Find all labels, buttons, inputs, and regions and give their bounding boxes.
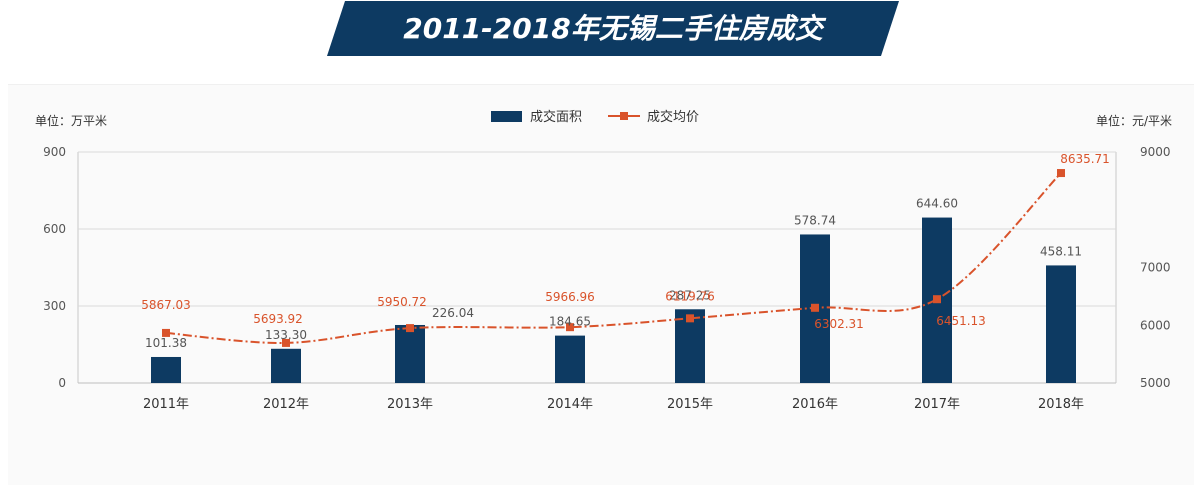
x-tick-label: 2018年 (1038, 397, 1084, 412)
bar-value-label: 458.11 (1040, 244, 1082, 258)
x-tick-label: 2011年 (143, 397, 189, 412)
page-title: 2011-2018年无锡二手住房成交 (403, 12, 823, 45)
x-tick-label: 2014年 (547, 397, 593, 412)
bar (271, 348, 301, 383)
price-value-label: 6302.31 (814, 317, 864, 331)
y-right-tick-label: 7000 (1140, 261, 1171, 275)
y-left-tick-label: 0 (58, 376, 66, 390)
x-tick-label: 2012年 (263, 397, 309, 412)
y-right-tick-label: 9000 (1140, 145, 1171, 159)
bar (1046, 265, 1076, 383)
price-point (1057, 169, 1065, 178)
price-value-label: 8635.71 (1060, 152, 1110, 166)
y-left-tick-label: 600 (43, 222, 66, 236)
legend-line-marker (620, 112, 628, 120)
price-point (282, 338, 290, 347)
price-value-label: 5693.92 (253, 312, 303, 326)
y-left-unit-label: 单位：万平米 (35, 113, 107, 128)
bar (395, 324, 425, 383)
x-tick-label: 2017年 (914, 397, 960, 412)
price-point (811, 303, 819, 312)
price-value-label: 5867.03 (141, 298, 191, 312)
y-right-tick-label: 5000 (1140, 376, 1171, 390)
y-right-tick-label: 6000 (1140, 318, 1171, 332)
legend-label-price: 成交均价 (647, 109, 699, 125)
bar-value-label: 644.60 (916, 197, 958, 211)
bar-value-label: 184.65 (549, 315, 591, 329)
price-point (162, 328, 170, 337)
bar-value-label: 101.38 (145, 336, 187, 350)
price-value-label: 5966.96 (545, 290, 595, 304)
legend-bar-swatch (491, 111, 522, 122)
y-right-unit-label: 单位：元/平米 (1096, 113, 1172, 128)
legend-label-area: 成交面积 (530, 109, 582, 125)
price-value-label: 6451.13 (936, 314, 986, 328)
price-line (165, 172, 1062, 344)
bar-value-label: 287.25 (669, 288, 711, 302)
bar-value-label: 133.30 (265, 328, 307, 342)
y-left-tick-label: 300 (43, 299, 66, 313)
bar-value-label: 226.04 (432, 306, 474, 320)
price-value-label: 5950.72 (377, 295, 427, 309)
x-tick-label: 2013年 (387, 397, 433, 412)
x-tick-label: 2016年 (792, 397, 838, 412)
price-point (933, 295, 941, 304)
bar (151, 356, 181, 383)
y-left-tick-label: 900 (43, 145, 66, 159)
price-point (566, 323, 574, 332)
x-tick-label: 2015年 (667, 397, 713, 412)
chart-panel (8, 84, 1194, 485)
price-value-label: 6119.76 (665, 289, 715, 303)
title-banner (327, 1, 899, 56)
bar (555, 335, 585, 383)
price-point (686, 314, 694, 323)
price-point (406, 324, 414, 333)
bar-value-label: 578.74 (794, 213, 836, 227)
